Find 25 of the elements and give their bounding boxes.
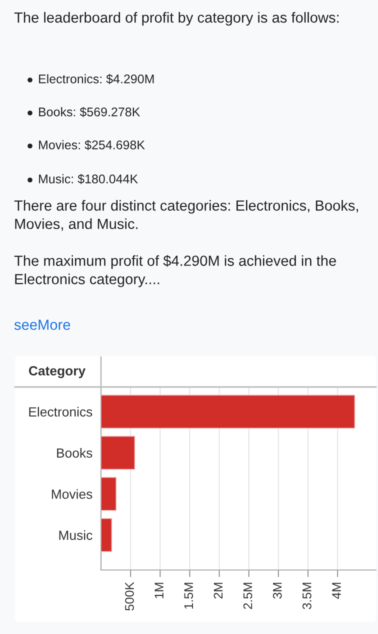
- x-tick-label: 1.5M: [184, 582, 194, 609]
- x-tick-label: 2M: [214, 582, 223, 599]
- y-tick-label: Music: [59, 530, 92, 540]
- bar: [101, 436, 136, 470]
- text: There are four distinct categories: Electronics, Books, Movies, and Music.: [14, 200, 358, 231]
- x-tick-label: 3.5M: [302, 582, 312, 610]
- text: Electronics: $4.290M: [39, 74, 154, 84]
- x-tick-label: 2.5M: [243, 582, 252, 609]
- x-tick-label: 1M: [154, 582, 164, 598]
- x-tick-label: 4M: [332, 582, 341, 599]
- text: Books: $569.278K: [39, 106, 140, 118]
- chart-title: The leaderboard of profit by category is as follows:: [14, 12, 339, 26]
- text: The maximum profit of $4.290M is achieved in the Electronics category....: [14, 255, 336, 288]
- y-tick-label: Movies: [52, 489, 92, 499]
- y-tick-label: Books: [57, 448, 92, 458]
- text: Music: $180.044K: [39, 174, 138, 184]
- text: Movies: $254.698K: [39, 140, 145, 150]
- y-axis-title: Category: [28, 366, 86, 378]
- bar: [101, 477, 116, 511]
- text: seeMore: [14, 320, 70, 330]
- x-tick-label: 3M: [272, 582, 282, 599]
- bar: [101, 394, 356, 429]
- x-tick-label: 500K: [125, 582, 134, 610]
- bar: [101, 518, 112, 552]
- y-tick-label: Electronics: [29, 406, 92, 417]
